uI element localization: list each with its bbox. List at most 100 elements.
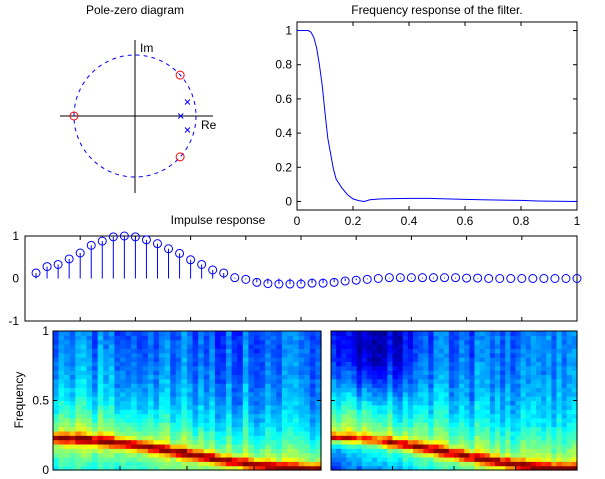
spectrogram-cell: [561, 435, 568, 441]
spectrogram-cell: [505, 400, 511, 406]
spectrogram-cell: [341, 452, 347, 458]
spectrogram-cell: [556, 448, 563, 454]
spectrogram-cell: [293, 335, 300, 341]
spectrogram-cell: [120, 439, 127, 445]
spectrogram-cell: [515, 413, 522, 419]
spectrogram-cell: [131, 391, 138, 397]
spectrogram-cell: [136, 374, 143, 380]
spectrogram-cell: [108, 383, 116, 389]
spectrogram-cell: [287, 361, 294, 367]
spectrogram-cell: [270, 443, 277, 449]
spectrogram-cell: [474, 448, 481, 454]
spectrogram-cell: [147, 331, 155, 336]
spectrogram-cell: [387, 443, 394, 449]
spectrogram-cell: [423, 374, 429, 380]
spectrogram-cell: [505, 365, 511, 371]
spectrogram-cell: [248, 435, 255, 441]
y-tick-label: 0: [12, 272, 19, 286]
spectrogram-cell: [484, 348, 491, 354]
spectrogram-cell: [198, 339, 205, 345]
spectrogram-cell: [214, 413, 222, 419]
spectrogram-cell: [541, 439, 547, 445]
spectrogram-cell: [298, 413, 305, 419]
spectrogram-cell: [561, 456, 568, 462]
spectrogram-cell: [265, 435, 272, 441]
spectrogram-cell: [520, 430, 527, 436]
spectrogram-cell: [397, 430, 404, 436]
spectrogram-cell: [474, 456, 481, 462]
spectrogram-cell: [464, 331, 470, 336]
spectrogram-cell: [366, 417, 373, 423]
spectrogram-cell: [366, 348, 373, 354]
spectrogram-cell: [515, 439, 522, 445]
spectrogram-cell: [242, 344, 250, 349]
spectrogram-cell: [281, 409, 289, 415]
spectrogram-cell: [293, 443, 300, 449]
spectrogram-cell: [69, 448, 76, 454]
spectrogram-cell: [397, 352, 404, 358]
stem-marker: [406, 273, 416, 283]
spectrogram-cell: [443, 430, 450, 436]
spectrogram-cell: [469, 357, 476, 363]
spectrogram-cell: [356, 352, 363, 358]
spectrogram-cell: [192, 396, 199, 402]
spectrogram-cell: [469, 331, 476, 336]
spectrogram-cell: [80, 456, 88, 462]
spectrogram-cell: [510, 335, 517, 341]
spectrogram-cell: [147, 378, 155, 384]
spectrogram-cell: [58, 430, 65, 436]
spectrogram-cell: [114, 370, 121, 376]
spectrogram-cell: [566, 361, 573, 367]
spectrogram-cell: [298, 357, 305, 363]
spectrogram-cell: [198, 417, 205, 423]
spectrogram-cell: [114, 452, 121, 458]
spectrogram-cell: [336, 448, 342, 454]
spectrogram-cell: [170, 357, 177, 363]
spectrogram-cell: [114, 404, 121, 410]
spectrogram-cell: [142, 448, 149, 454]
spectrogram-cell: [510, 378, 517, 384]
spectrogram-cell: [259, 413, 266, 419]
spectrogram-cell: [97, 456, 104, 462]
spectrogram-cell: [58, 365, 65, 371]
spectrogram-cell: [92, 378, 99, 384]
spectrogram-cell: [265, 344, 272, 349]
spectrogram-cell: [276, 422, 283, 428]
spectrogram-cell: [520, 344, 527, 349]
spectrogram-cell: [226, 452, 233, 458]
spectrogram-cell: [237, 400, 244, 406]
spectrogram-cell: [464, 435, 470, 441]
spectrogram-cell: [474, 352, 481, 358]
spectrogram-cell: [58, 422, 65, 428]
spectrogram-cell: [276, 465, 283, 471]
spectrogram-cell: [231, 456, 238, 462]
spectrogram-cell: [341, 335, 347, 341]
spectrogram-cell: [131, 357, 138, 363]
spectrogram-cell: [248, 452, 255, 458]
spectrogram-cell: [413, 435, 419, 441]
spectrogram-cell: [187, 430, 194, 436]
spectrogram-cell: [209, 331, 216, 336]
spectrogram-cell: [448, 348, 455, 354]
spectrogram-cell: [220, 435, 227, 441]
spectrogram-cell: [433, 443, 440, 449]
spectrogram-cell: [489, 383, 496, 389]
spectrogram-cell: [407, 435, 414, 441]
spectrogram-cell: [571, 374, 578, 380]
spectrogram-cell: [546, 435, 552, 441]
spectrogram-cell: [142, 387, 149, 393]
spectrogram-cell: [131, 417, 138, 423]
spectrogram-cell: [142, 352, 149, 358]
spectrogram-cell: [495, 383, 501, 389]
spectrogram-cell: [351, 374, 358, 380]
spectrogram-cell: [226, 357, 233, 363]
spectrogram-cell: [170, 417, 177, 423]
spectrogram-cell: [392, 409, 399, 415]
spectrogram-cell: [298, 378, 305, 384]
spectrogram-cell: [287, 370, 294, 376]
spectrogram-cell: [298, 335, 305, 341]
spectrogram-cell: [103, 426, 110, 432]
spectrogram-cell: [510, 413, 517, 419]
spectrogram-cell: [147, 348, 155, 354]
spectrogram-cell: [454, 456, 460, 462]
